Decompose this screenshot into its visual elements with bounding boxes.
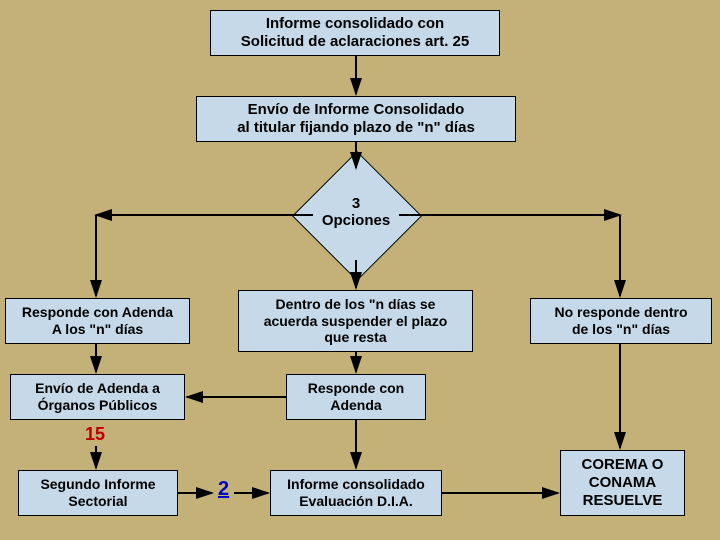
box-text: Informe consolidadoEvaluación D.I.A. <box>287 476 425 510</box>
box-text: Informe consolidado conSolicitud de acla… <box>241 15 469 51</box>
label-15-text: 15 <box>85 424 105 444</box>
box-text: Envío de Informe Consolidadoal titular f… <box>237 101 475 137</box>
box-envio-informe: Envío de Informe Consolidadoal titular f… <box>196 96 516 142</box>
label-2: 2 <box>218 478 229 501</box>
box-text: No responde dentrode los "n" días <box>554 304 687 338</box>
box-corema-conama: COREMA OCONAMARESUELVE <box>560 450 685 516</box>
box-informe-evaluacion: Informe consolidadoEvaluación D.I.A. <box>270 470 442 516</box>
box-informe-consolidado: Informe consolidado conSolicitud de acla… <box>210 10 500 56</box>
diamond-opciones <box>292 151 422 281</box>
box-text: Responde conAdenda <box>308 380 404 414</box>
box-text: Envío de Adenda aÓrganos Públicos <box>35 380 160 414</box>
box-envio-adenda-organos: Envío de Adenda aÓrganos Públicos <box>10 374 185 420</box>
box-responde-adenda: Responde conAdenda <box>286 374 426 420</box>
box-text: Responde con AdendaA los "n" días <box>22 304 173 338</box>
box-responde-adenda-dias: Responde con AdendaA los "n" días <box>5 298 190 344</box>
box-no-responde: No responde dentrode los "n" días <box>530 298 712 344</box>
box-segundo-informe: Segundo InformeSectorial <box>18 470 178 516</box>
label-15: 15 <box>85 424 105 445</box>
box-suspender-plazo: Dentro de los "n días seacuerda suspende… <box>238 290 473 352</box>
box-text: COREMA OCONAMARESUELVE <box>582 456 664 510</box>
box-text: Segundo InformeSectorial <box>40 476 155 510</box>
box-text: Dentro de los "n días seacuerda suspende… <box>264 296 448 346</box>
label-2-text: 2 <box>218 478 229 500</box>
